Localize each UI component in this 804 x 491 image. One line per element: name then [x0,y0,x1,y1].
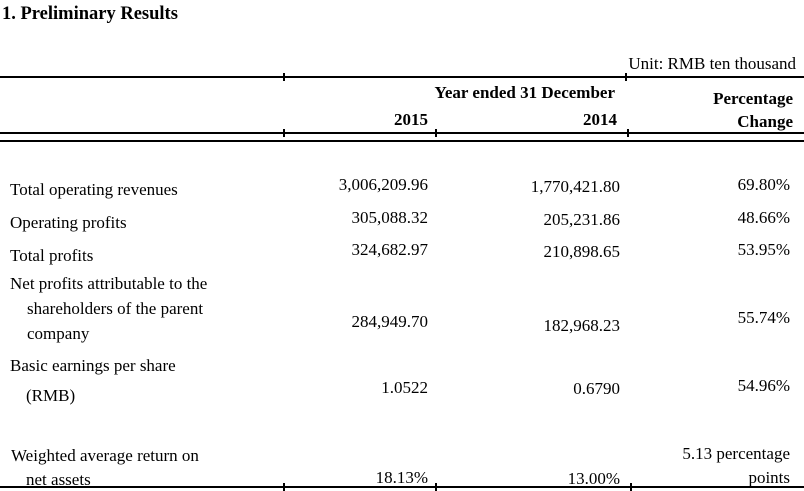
unit-note: Unit: RMB ten thousand [628,54,796,73]
row-value-2015: 1.0522 [381,378,428,397]
header-percentage-line1: Percentage [713,89,793,108]
row-label-line2: net assets [26,470,91,489]
row-value-2014: 13.00% [567,469,620,488]
row-label-line3: company [27,324,90,343]
row-value-change-line1: 5.13 percentage [682,444,790,463]
row-value-change: 69.80% [737,175,790,194]
row-value-2015: 324,682.97 [351,240,429,259]
row-value-2015: 3,006,209.96 [338,175,428,194]
column-junction-tick [627,129,629,137]
column-junction-tick [625,73,627,81]
header-2015: 2015 [394,110,428,129]
row-label-line1: Net profits attributable to the [10,274,208,293]
row-value-2014: 182,968.23 [543,316,621,335]
row-label: Total operating revenues [10,180,178,199]
row-value-2015: 305,088.32 [351,208,429,227]
header-rule-lower [0,140,804,142]
table-top-rule [0,76,804,78]
column-junction-tick [435,483,437,491]
column-junction-tick [283,129,285,137]
row-value-2014: 1,770,421.80 [530,177,620,196]
section-title: 1. Preliminary Results [2,4,178,24]
row-value-change: 53.95% [737,240,790,259]
row-value-change: 54.96% [737,376,790,395]
row-label-line2: shareholders of the parent [27,299,204,318]
header-2014: 2014 [583,110,617,129]
column-junction-tick [630,483,632,491]
row-value-2015: 18.13% [375,468,428,487]
row-label-line1: Weighted average return on [11,446,199,465]
row-value-2014: 0.6790 [573,379,620,398]
row-label-line2: (RMB) [26,386,76,405]
row-label: Total profits [10,246,94,265]
row-label-line1: Basic earnings per share [10,356,176,375]
header-year-group: Year ended 31 December [434,83,615,102]
column-junction-tick [283,483,285,491]
row-value-change: 48.66% [737,208,790,227]
column-junction-tick [435,129,437,137]
column-junction-tick [283,73,285,81]
row-label: Operating profits [10,213,127,232]
table-bottom-rule [0,486,804,488]
header-percentage-line2: Change [737,112,793,131]
header-rule-upper [0,132,804,134]
row-value-2014: 210,898.65 [543,242,621,261]
row-value-2015: 284,949.70 [351,312,429,331]
row-value-change: 55.74% [737,308,790,327]
row-value-change-line2: points [748,468,790,487]
row-value-2014: 205,231.86 [543,210,621,229]
